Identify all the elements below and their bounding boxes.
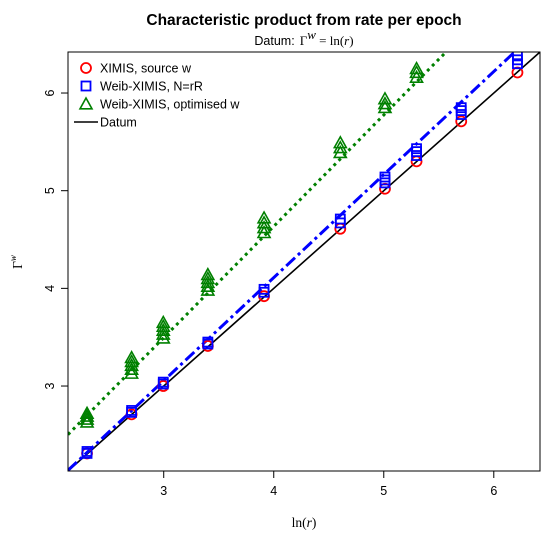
reference-lines: [68, 52, 540, 471]
x-axis: 3 4 5 6: [160, 470, 497, 498]
subtitle-r: r: [344, 33, 350, 48]
point-triangle-13: [155, 314, 171, 329]
subtitle-gamma-sup: w: [307, 27, 316, 42]
point-triangle-2: [79, 408, 95, 422]
legend-label-3: Datum: [100, 116, 137, 130]
point-triangle-30: [409, 64, 424, 79]
point-triangle-12: [155, 318, 171, 333]
point-triangle-31: [409, 60, 424, 75]
ylabel-base: Γ: [10, 261, 25, 269]
point-triangle-4: [124, 365, 139, 379]
line-dashdot-1: [68, 52, 517, 471]
point-triangle-6: [124, 357, 139, 372]
point-square-1: [81, 446, 93, 457]
point-triangle-15: [200, 278, 216, 293]
legend-circle-swatch: [80, 62, 92, 74]
y-axis: 3 4 5 6: [43, 89, 69, 390]
point-triangle-5: [124, 361, 139, 376]
chart-title: Characteristic product from rate per epo…: [146, 12, 461, 29]
x-tick-label-0: 3: [160, 484, 167, 498]
legend-label-0: XIMIS, source w: [100, 62, 192, 76]
y-tick-label-2: 5: [43, 187, 57, 194]
legend-square-swatch: [80, 80, 92, 92]
point-triangle-11: [155, 322, 171, 336]
line-solid-0: [68, 52, 540, 471]
point-square-3: [126, 405, 137, 416]
point-triangle-28: [377, 91, 393, 105]
subtitle-gamma: Γ: [300, 33, 308, 48]
point-triangle-26: [377, 100, 393, 114]
legend-triangle-swatch: [78, 96, 94, 110]
legend-label-1: Weib-XIMIS, N=rR: [100, 80, 203, 94]
subtitle-equals: = ln(: [316, 33, 344, 48]
data-points: [79, 52, 524, 460]
point-triangle-22: [256, 210, 272, 224]
point-square-14: [379, 171, 391, 183]
xlabel-var: r: [307, 515, 313, 530]
xlabel-prefix: ln(: [292, 515, 308, 530]
point-square-9: [258, 283, 270, 295]
y-tick-label-1: 4: [43, 285, 57, 292]
point-square-5: [157, 376, 169, 388]
point-triangle-9: [155, 330, 171, 344]
point-triangle-18: [200, 267, 216, 281]
x-tick-label-1: 4: [270, 484, 277, 498]
subtitle-close: ): [349, 33, 353, 48]
point-triangle-10: [155, 326, 171, 340]
y-axis-label: Γw: [8, 255, 25, 269]
point-triangle-3: [79, 405, 95, 419]
legend: XIMIS, source w Weib-XIMIS, N=rR Weib-XIMI…: [74, 62, 240, 130]
x-tick-label-2: 5: [380, 484, 387, 498]
point-triangle-14: [200, 282, 216, 296]
subtitle-prefix: Datum:: [254, 34, 294, 48]
point-square-20: [455, 102, 467, 114]
point-square-7: [202, 336, 214, 348]
point-triangle-25: [332, 135, 348, 149]
point-triangle-8: [124, 350, 139, 364]
legend-label-2: Weib-XIMIS, optimised w: [100, 98, 240, 112]
point-square-11: [334, 213, 346, 225]
chart-subtitle: Datum: Γw = ln(r): [254, 27, 353, 48]
y-tick-label-3: 6: [43, 89, 57, 96]
y-tick-label-0: 3: [43, 383, 57, 390]
point-triangle-7: [124, 353, 139, 368]
ylabel-sup: w: [8, 255, 18, 261]
x-tick-label-3: 6: [490, 484, 497, 498]
point-triangle-16: [200, 274, 216, 289]
xlabel-suffix: ): [312, 515, 317, 530]
point-square-17: [411, 143, 422, 155]
x-axis-label: ln(r): [292, 515, 317, 530]
point-triangle-17: [200, 270, 216, 285]
point-circle-8: [455, 115, 468, 128]
point-square-23: [512, 52, 523, 62]
